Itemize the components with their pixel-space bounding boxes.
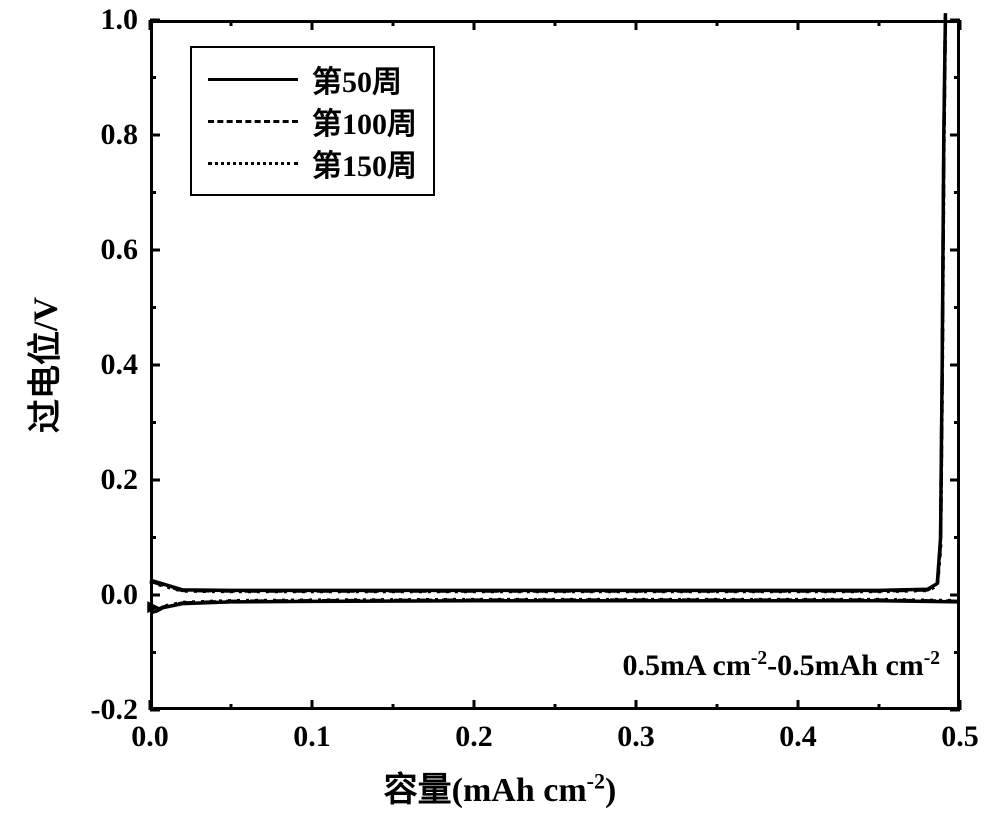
y-tick-label: -0.2 [91,693,139,727]
legend-label: 第150周 [312,141,417,185]
x-tick-label: 0.2 [455,720,493,754]
y-tick-label: 1.0 [101,3,139,37]
x-tick-label: 0.4 [779,720,817,754]
y-tick-label: 0.6 [101,233,139,267]
axes-svg [0,0,1000,832]
figure: 过电位/V 容量(mAh cm-2) 第50周第100周第150周 0.5mA … [0,0,1000,832]
legend-swatch [208,120,298,123]
y-tick-label: 0.4 [101,348,139,382]
y-tick-label: 0.0 [101,578,139,612]
legend-label: 第50周 [312,57,402,101]
legend-swatch [208,78,298,81]
x-tick-label: 0.3 [617,720,655,754]
y-tick-label: 0.2 [101,463,139,497]
condition-annotation: 0.5mA cm-2-0.5mAh cm-2 [623,649,940,683]
y-axis-label: 过电位/V [18,297,67,433]
x-tick-label: 0.5 [941,720,979,754]
legend-label: 第100周 [312,99,417,143]
legend-item: 第100周 [208,100,417,142]
x-axis-label: 容量(mAh cm-2) [384,762,617,811]
legend: 第50周第100周第150周 [190,46,435,196]
x-tick-label: 0.1 [293,720,331,754]
legend-item: 第150周 [208,142,417,184]
legend-swatch [208,162,298,165]
legend-item: 第50周 [208,58,417,100]
y-tick-label: 0.8 [101,118,139,152]
